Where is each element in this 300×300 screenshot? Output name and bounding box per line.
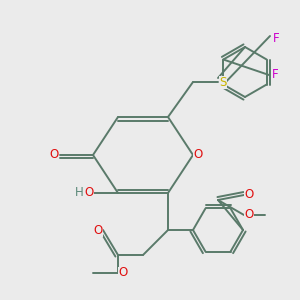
Text: O: O: [194, 148, 202, 161]
Text: O: O: [84, 187, 94, 200]
Text: O: O: [118, 266, 127, 280]
Text: H: H: [75, 187, 83, 200]
Text: O: O: [244, 208, 253, 221]
Text: F: F: [272, 68, 278, 82]
Text: F: F: [273, 32, 279, 44]
Text: O: O: [244, 188, 253, 202]
Text: O: O: [93, 224, 103, 236]
Text: O: O: [50, 148, 58, 161]
Text: S: S: [219, 76, 227, 88]
